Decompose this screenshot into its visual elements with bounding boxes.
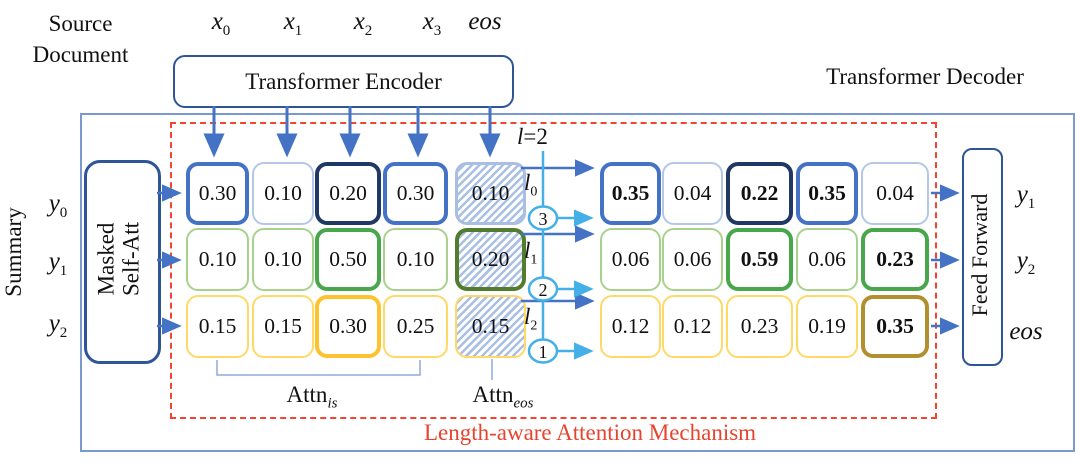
right-matrix-cell-r0c4: 0.04	[861, 162, 929, 225]
source-document-line2: Document	[32, 42, 129, 68]
left-matrix-cell-r1c1: 0.10	[252, 228, 314, 291]
output-token-eos: eos	[1009, 318, 1043, 345]
right-matrix-cell-r1c2: 0.59	[726, 228, 793, 291]
left-matrix-cell-r2c0: 0.15	[186, 295, 249, 358]
left-matrix-cell-r1c0: 0.10	[186, 228, 249, 291]
feed-forward-box	[962, 148, 1003, 366]
left-matrix-cell-r1c2: 0.50	[315, 228, 381, 291]
encoder-input-x1: x1	[283, 8, 303, 39]
left-matrix-cell-r1c4-eos: 0.20	[455, 228, 526, 291]
right-matrix-cell-r1c0: 0.06	[600, 228, 661, 291]
length-aware-attention-dashed-box	[170, 122, 937, 419]
right-matrix-cell-r1c4: 0.23	[861, 228, 929, 291]
summary-axis-label: Summary	[1, 207, 26, 297]
left-matrix-cell-r0c2: 0.20	[315, 162, 381, 225]
feed-forward-label: Feed Forward	[967, 193, 992, 317]
masked-self-att-label: Masked Self-Att	[93, 221, 144, 297]
encoder-input-x2: x2	[353, 8, 373, 39]
left-matrix-cell-r0c3: 0.30	[383, 162, 448, 225]
source-document-label: Source Document	[18, 8, 143, 70]
left-matrix-cell-r0c0: 0.30	[186, 162, 249, 225]
right-matrix-cell-r2c1: 0.12	[662, 295, 723, 358]
decoder-outer-box	[80, 113, 1075, 452]
summary-token-y1: y1	[48, 248, 68, 279]
right-matrix-cell-r2c2: 0.23	[726, 295, 793, 358]
right-matrix-cell-r1c1: 0.06	[662, 228, 723, 291]
transformer-encoder-box: Transformer Encoder	[173, 55, 514, 108]
left-matrix-cell-r2c2: 0.30	[315, 295, 381, 358]
right-matrix-cell-r1c3: 0.06	[796, 228, 858, 291]
left-matrix-cell-r2c3: 0.25	[383, 295, 448, 358]
length-constraint-label: l=2	[517, 124, 548, 149]
attn-eos-label: Attneos	[472, 382, 534, 412]
left-matrix-cell-r2c4-eos: 0.15	[455, 295, 526, 358]
length-token-l1: l1	[524, 238, 538, 268]
masked-self-att-box	[84, 160, 161, 364]
right-matrix-cell-r0c0: 0.35	[600, 162, 661, 225]
encoder-input-x0: x0	[211, 8, 231, 39]
left-matrix-cell-r0c4-eos: 0.10	[455, 162, 526, 225]
right-matrix-cell-r2c3: 0.19	[796, 295, 858, 358]
right-matrix-cell-r0c3: 0.35	[796, 162, 858, 225]
summary-token-y0: y0	[48, 190, 68, 221]
left-matrix-cell-r1c3: 0.10	[383, 228, 448, 291]
encoder-input-eos: eos	[468, 8, 502, 35]
right-matrix-cell-r2c4: 0.35	[861, 295, 929, 358]
transformer-decoder-label: Transformer Decoder	[826, 64, 1024, 89]
length-token-l0: l0	[524, 170, 538, 200]
summary-token-y2: y2	[48, 310, 68, 341]
attn-is-label: Attnis	[286, 382, 338, 412]
left-matrix-cell-r0c1: 0.10	[252, 162, 314, 225]
left-matrix-cell-r2c1: 0.15	[252, 295, 314, 358]
length-aware-mechanism-label: Length-aware Attention Mechanism	[423, 420, 757, 445]
output-token-y1: y1	[1016, 181, 1036, 212]
right-matrix-cell-r0c1: 0.04	[662, 162, 723, 225]
output-token-y2: y2	[1016, 247, 1036, 278]
right-matrix-cell-r2c0: 0.12	[600, 295, 661, 358]
length-token-l2: l2	[524, 304, 538, 334]
right-matrix-cell-r0c2: 0.22	[726, 162, 793, 225]
source-document-line1: Source	[48, 11, 113, 36]
encoder-input-x3: x3	[422, 8, 442, 39]
transformer-encoder-label: Transformer Encoder	[245, 68, 442, 94]
